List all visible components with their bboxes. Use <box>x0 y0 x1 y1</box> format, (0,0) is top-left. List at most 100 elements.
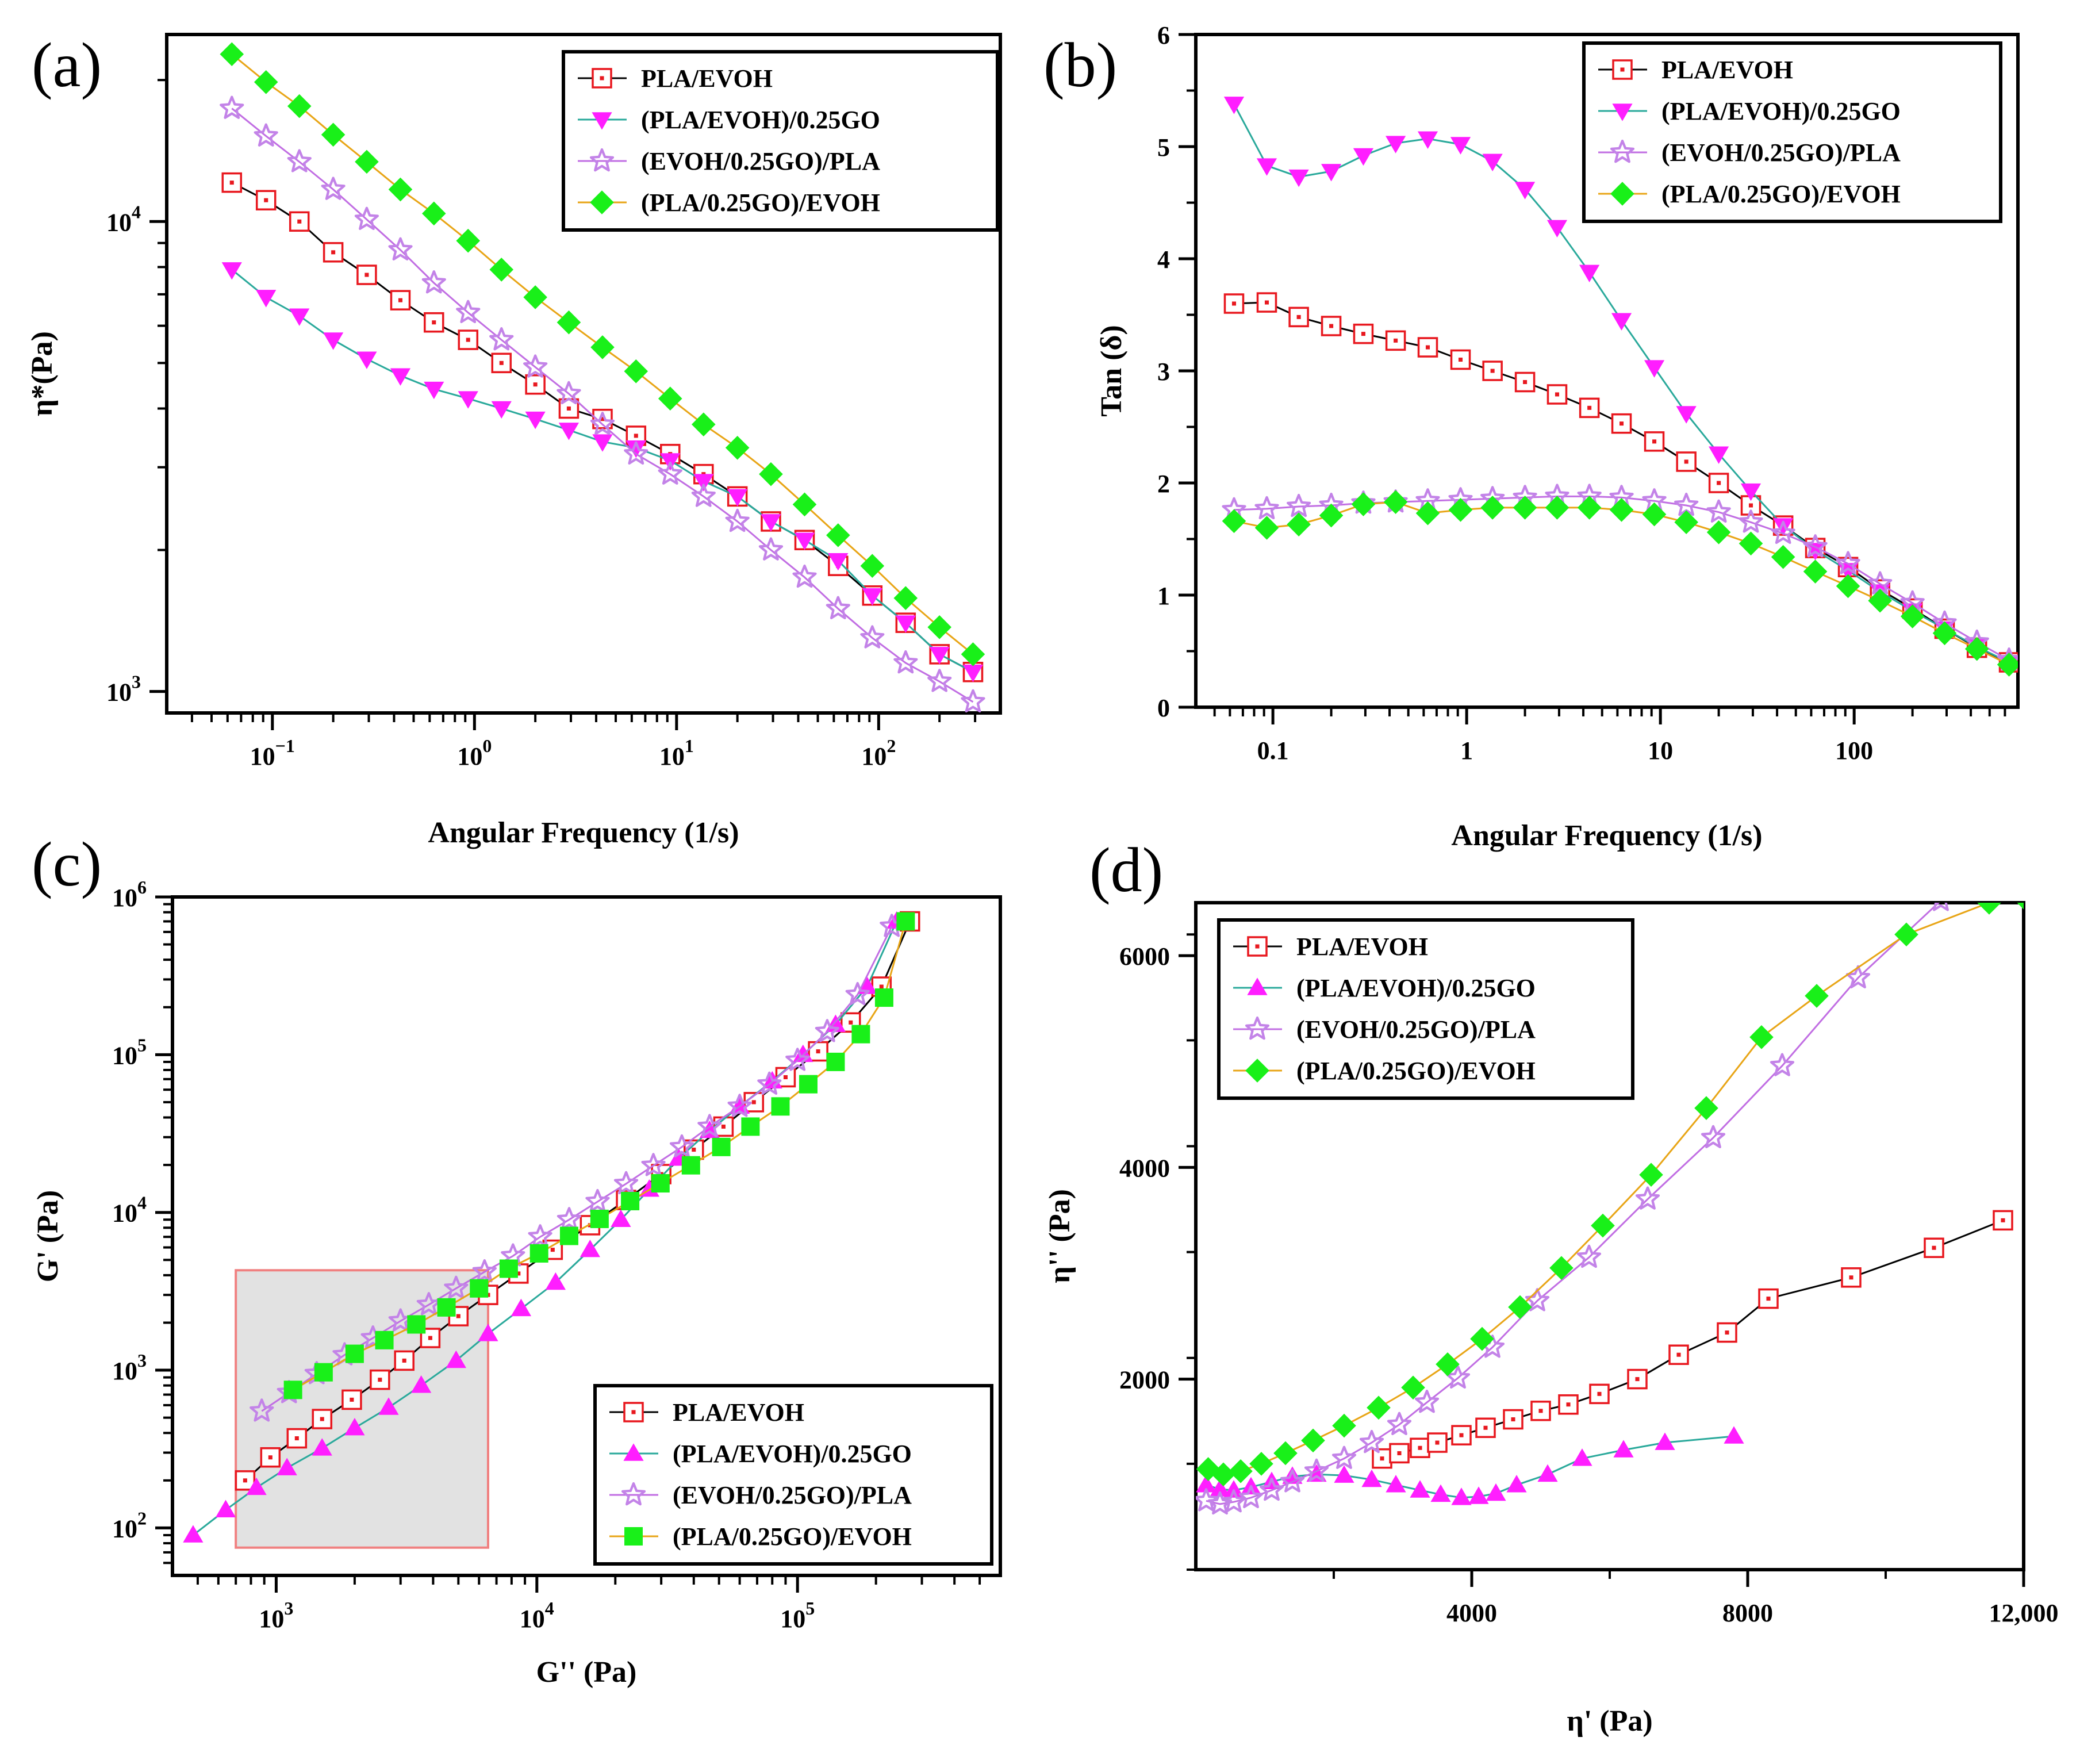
data-point <box>277 1458 297 1475</box>
data-point <box>1361 1469 1382 1487</box>
data-point <box>1221 1489 1246 1513</box>
data-point <box>1286 493 1311 517</box>
data-point <box>378 1397 399 1415</box>
data-point <box>1386 1475 1406 1493</box>
data-point <box>585 1188 610 1213</box>
data-point <box>1545 496 1569 520</box>
y-tick-label-base: 10 <box>112 1199 137 1228</box>
x-tick-label-exp: 5 <box>805 1598 815 1619</box>
data-point <box>314 1363 333 1382</box>
data-point-dot <box>751 1100 756 1105</box>
data-point-dot <box>1587 405 1592 410</box>
data-point <box>1591 1213 1615 1238</box>
data-point <box>1415 501 1440 526</box>
y-tick-label: 4000 <box>1119 1154 1170 1182</box>
data-point <box>1367 1395 1391 1420</box>
x-axis-label: η' (Pa) <box>1567 1705 1652 1738</box>
data-point <box>529 1244 548 1263</box>
data-point <box>1894 922 1918 947</box>
data-point <box>794 532 815 550</box>
data-point <box>1676 451 1697 472</box>
data-point <box>354 206 379 231</box>
data-point <box>416 1292 442 1316</box>
data-point <box>1280 1469 1305 1493</box>
data-point <box>1635 1186 1660 1210</box>
data-point <box>1229 1459 1253 1483</box>
legend-entry: PLA/EVOH <box>673 1398 804 1426</box>
data-point-dot <box>294 1436 299 1441</box>
legend-d: PLA/EVOH (PLA/EVOH)/0.25GO (EVOH/0.25GO)/P… <box>1217 918 1634 1100</box>
data-point <box>1287 512 1311 536</box>
legend-entry: (PLA/0.25GO)/EVOH <box>1661 180 1901 208</box>
data-point-dot <box>1296 315 1301 319</box>
data-point-dot <box>402 1358 406 1363</box>
data-point <box>1196 1457 1221 1481</box>
data-point <box>470 1279 489 1298</box>
x-axis-label: G'' (Pa) <box>536 1656 637 1689</box>
data-point <box>1254 496 1279 520</box>
legend-entry: (PLA/0.25GO)/EVOH <box>673 1523 912 1551</box>
data-point <box>1430 1484 1451 1502</box>
data-point <box>624 359 648 384</box>
data-point <box>1304 1458 1329 1482</box>
data-point-dot <box>600 417 605 421</box>
data-point <box>1537 1464 1558 1482</box>
data-point <box>1256 158 1277 176</box>
data-point <box>1770 1053 1795 1076</box>
series-3 <box>283 912 915 1399</box>
data-point <box>929 647 950 665</box>
x-tick-label-exp: 1 <box>685 735 694 756</box>
data-point-dot <box>499 361 504 365</box>
data-point <box>1196 1475 1216 1493</box>
data-point <box>1642 502 1667 527</box>
data-point-dot <box>1652 439 1657 444</box>
data-point <box>411 1375 432 1393</box>
legend-marker-dot <box>1255 944 1260 949</box>
data-point <box>1803 534 1828 558</box>
data-point-dot <box>1394 338 1398 343</box>
data-point <box>1933 903 1949 911</box>
x-tick-label: 102 <box>861 735 896 770</box>
legend-c: PLA/EVOH (PLA/EVOH)/0.25GO (EVOH/0.25GO)/P… <box>593 1384 993 1566</box>
data-point <box>1576 1244 1602 1268</box>
y-tick-label-base: 10 <box>106 678 132 707</box>
data-point <box>651 1174 670 1193</box>
legend-marker <box>590 190 614 214</box>
data-point-dot <box>879 984 884 989</box>
data-point <box>893 586 918 611</box>
data-point <box>893 650 918 674</box>
x-tick-label-exp: 2 <box>887 735 896 756</box>
data-point <box>1254 516 1279 540</box>
data-point <box>321 177 346 200</box>
data-point <box>1450 137 1471 155</box>
data-point-dot <box>1538 1409 1543 1413</box>
data-point <box>1997 653 2018 677</box>
data-point <box>444 1275 469 1299</box>
data-point <box>256 290 277 308</box>
data-point-dot <box>268 1455 273 1460</box>
data-point <box>421 270 446 294</box>
data-point <box>697 1114 722 1137</box>
data-point <box>557 381 581 405</box>
data-point <box>1451 1487 1472 1505</box>
series-1 <box>1196 1426 1744 1505</box>
data-point <box>345 1344 364 1363</box>
panel-label: (c) <box>32 829 102 899</box>
data-point <box>456 300 481 324</box>
data-point <box>390 368 411 386</box>
data-point <box>725 435 750 460</box>
y-tick-label-exp: 3 <box>137 1350 147 1371</box>
data-point <box>424 381 444 400</box>
x-tick-label: 100 <box>1835 737 1873 765</box>
data-point-dot <box>243 1478 247 1483</box>
legend-marker <box>589 148 615 172</box>
x-tick-label: 105 <box>780 1598 815 1633</box>
data-point <box>895 615 916 633</box>
data-point <box>1805 984 1829 1008</box>
x-tick-label: 103 <box>259 1598 293 1633</box>
data-point-dot <box>331 250 336 255</box>
y-tick-label-base: 10 <box>112 1357 137 1385</box>
data-point <box>641 1153 666 1176</box>
data-point <box>874 988 893 1007</box>
y-tick-label: 6000 <box>1119 942 1170 971</box>
